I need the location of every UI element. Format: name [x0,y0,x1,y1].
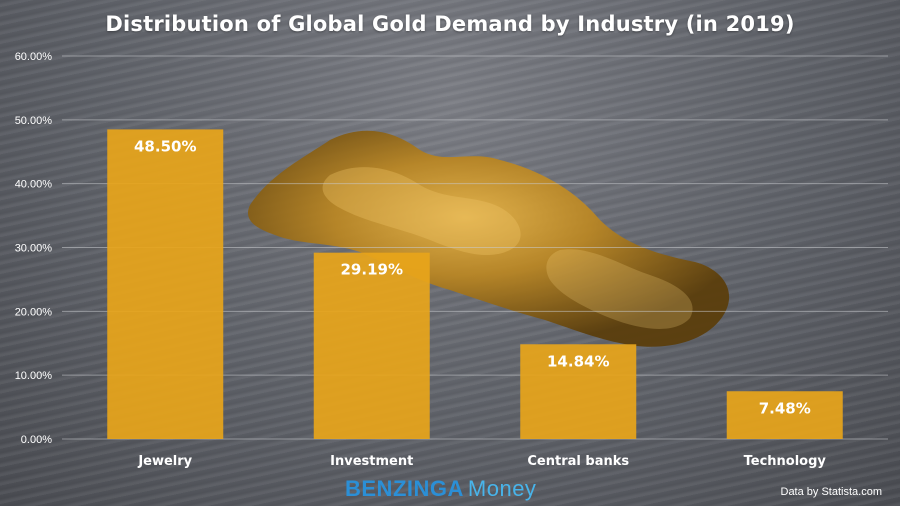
source-credit: Data by Statista.com [780,486,883,498]
x-category-label: Jewelry [137,454,192,469]
y-tick-label: 20.00% [15,306,53,318]
bar [313,252,430,439]
x-category-label: Technology [744,454,827,469]
data-label: 14.84% [547,352,609,370]
logo-text-benzinga: BENZINGA [345,476,464,501]
x-category-label: Investment [330,454,413,469]
y-tick-label: 30.00% [15,243,53,255]
bar [726,391,843,439]
benzinga-money-logo: BENZINGA Money [345,476,536,502]
logo-text-money: Money [467,476,537,501]
bar [107,129,224,440]
data-label: 29.19% [341,261,403,279]
x-category-label: Central banks [527,454,629,469]
chart-title: Distribution of Global Gold Demand by In… [105,12,795,36]
y-tick-label: 10.00% [15,370,53,382]
data-label: 48.50% [134,137,196,155]
y-tick-label: 60.00% [15,51,53,63]
y-tick-label: 0.00% [21,434,52,446]
y-tick-label: 50.00% [15,115,53,127]
data-label: 7.48% [759,399,811,417]
y-tick-label: 40.00% [15,179,53,191]
bar [520,344,637,439]
